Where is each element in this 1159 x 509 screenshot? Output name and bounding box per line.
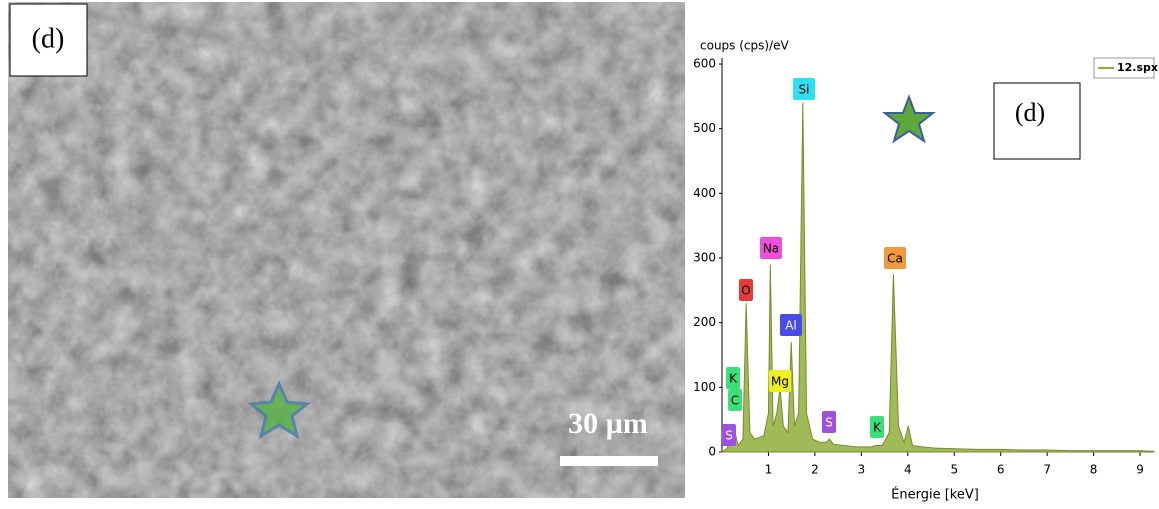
legend-label: 12.spx	[1117, 61, 1158, 74]
y-tick-label: 0	[708, 445, 716, 459]
y-tick-label: 500	[693, 121, 716, 135]
x-axis-label: Énergie [keV]	[891, 487, 979, 503]
y-tick-label: 100	[693, 380, 716, 394]
peak-label-box	[884, 247, 906, 269]
peak-label-box	[739, 279, 753, 301]
x-tick-label: 8	[1090, 463, 1098, 477]
scale-bar	[560, 456, 658, 466]
peak-label: K	[873, 421, 882, 435]
peak-label-box	[728, 389, 742, 411]
scale-label: 30 µm	[568, 407, 648, 440]
y-tick-label: 300	[693, 251, 716, 265]
image-label: (d)	[32, 23, 65, 54]
y-axis-label: coups (cps)/eV	[700, 39, 789, 53]
y-tick-label: 400	[693, 186, 716, 200]
x-tick-label: 9	[1136, 463, 1144, 477]
peak-label: C	[731, 394, 739, 408]
image-star	[247, 380, 311, 440]
peak-label-box	[822, 411, 836, 433]
annotation: (d)	[1015, 98, 1045, 127]
peak-label: S	[725, 429, 733, 443]
sem-image	[8, 2, 685, 498]
y-tick-label: 600	[693, 57, 716, 71]
annotation-box	[993, 82, 1081, 160]
peak-label: Al	[785, 319, 797, 333]
peak-label: Si	[799, 83, 810, 97]
peak-label: O	[741, 284, 750, 298]
x-tick-label: 2	[811, 463, 819, 477]
x-tick-label: 5	[950, 463, 958, 477]
legend-box	[1093, 57, 1155, 79]
image-label-box	[9, 3, 88, 77]
peak-label-box	[780, 314, 802, 336]
peak-label-box	[793, 78, 815, 100]
peak-label: Na	[763, 242, 779, 256]
chart-star	[882, 94, 936, 144]
peak-label-box	[722, 424, 736, 446]
peak-label: S	[825, 416, 833, 430]
peak-label-box	[870, 416, 884, 438]
x-tick-label: 7	[1043, 463, 1051, 477]
peak-label: K	[729, 372, 738, 386]
spectrum	[720, 102, 1155, 453]
peak-label-box	[769, 370, 791, 392]
x-tick-label: 4	[904, 463, 912, 477]
peak-label: Ca	[887, 252, 903, 266]
x-tick-label: 1	[765, 463, 773, 477]
x-tick-label: 3	[858, 463, 866, 477]
peak-label: Mg	[771, 375, 789, 389]
x-tick-label: 6	[997, 463, 1005, 477]
peak-label-box	[760, 237, 782, 259]
y-tick-label: 200	[693, 315, 716, 329]
peak-label-box	[726, 367, 740, 389]
